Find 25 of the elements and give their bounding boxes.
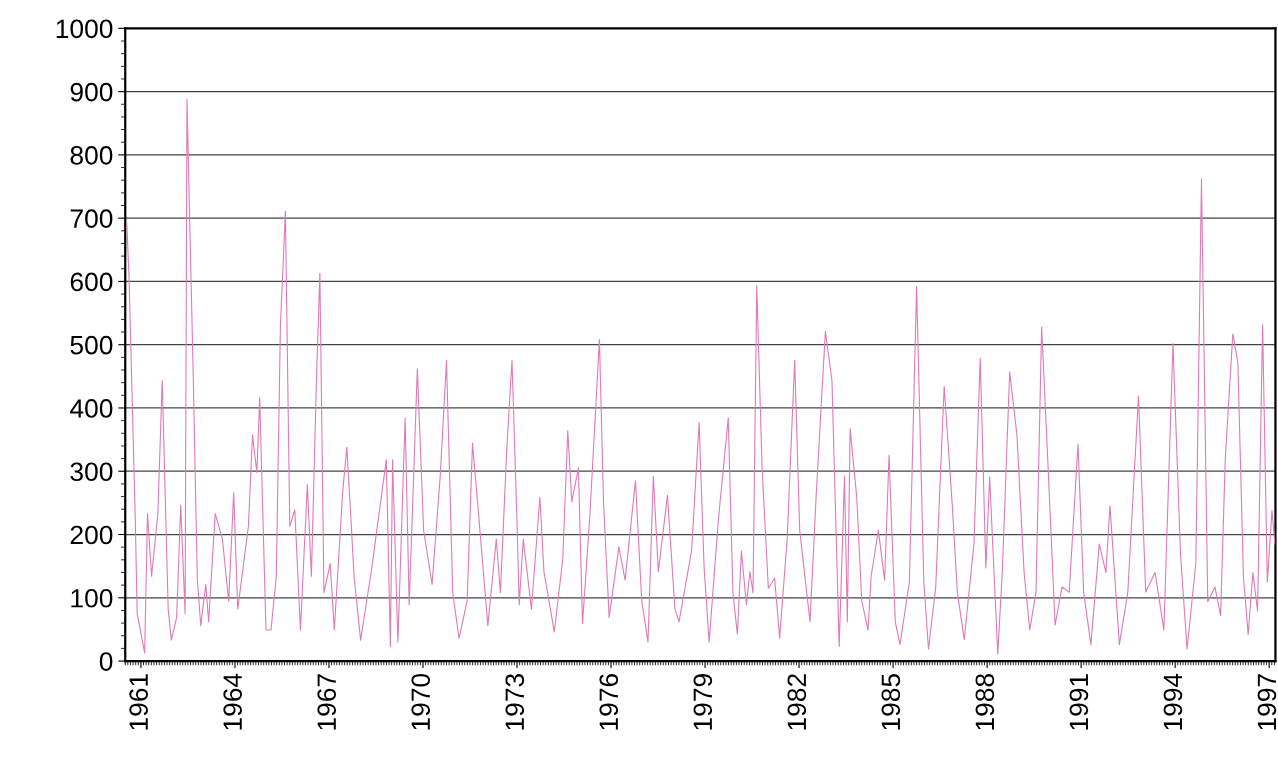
x-tick-label: 1973	[505, 674, 525, 730]
x-tick-label: 1967	[317, 674, 337, 730]
y-tick-label: 300	[70, 462, 113, 482]
y-tick-label: 800	[70, 146, 113, 165]
x-tick-label: 1976	[599, 674, 619, 730]
x-tick-label: 1982	[787, 674, 807, 730]
y-tick-label: 100	[71, 588, 113, 608]
y-tick-label: 700	[70, 209, 113, 228]
x-tick-label: 1970	[411, 673, 431, 730]
x-tick-label: 1994	[1163, 673, 1183, 730]
x-tick-label: 1997	[1257, 674, 1277, 730]
x-tick-label: 1979	[693, 674, 713, 730]
y-tick-label: 900	[70, 82, 113, 102]
x-tick-label: 1964	[223, 673, 243, 730]
x-tick-label: 1988	[975, 674, 995, 730]
y-tick-label: 0	[99, 652, 113, 671]
line-series	[126, 98, 1276, 655]
y-tick-label: 500	[70, 335, 113, 355]
x-tick-label: 1985	[881, 673, 901, 730]
y-tick-label: 400	[70, 399, 113, 418]
x-tick-label: 1961	[129, 674, 148, 730]
y-tick-label: 1000	[56, 19, 113, 39]
x-tick-label: 1991	[1069, 674, 1089, 730]
y-tick-label: 600	[70, 272, 113, 292]
y-tick-label: 200	[70, 525, 113, 545]
